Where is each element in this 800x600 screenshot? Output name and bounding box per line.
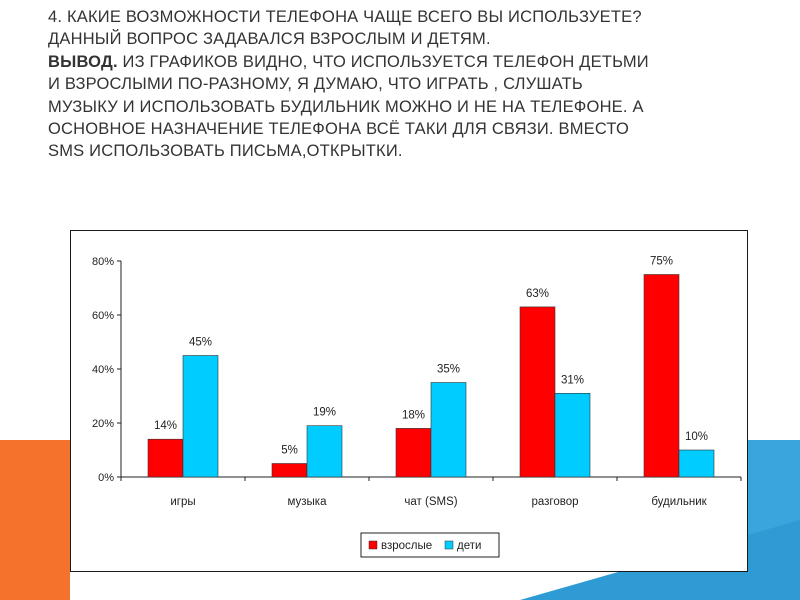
bar-adults <box>147 438 184 478</box>
conclusion-text-1: Из графиков видно, что используется теле… <box>117 52 649 71</box>
bar-children <box>554 393 591 478</box>
bar-children <box>182 355 219 478</box>
question-line-1: 4. Какие возможности телефона чаще всего… <box>48 8 642 26</box>
x-category-label: музыка <box>287 496 327 508</box>
conclusion-line-5: SMS использовать письма,открытки. <box>48 142 403 161</box>
x-category-label: игры <box>170 496 195 508</box>
data-label: 19% <box>313 407 336 419</box>
bar-adults <box>643 274 680 478</box>
data-label: 63% <box>526 288 549 300</box>
bar-chart: 0% 20% 40% 60% 80% игры 14% 45% музыка 5% 19% чат (… <box>92 256 742 558</box>
y-tick-label: 60% <box>92 310 114 322</box>
y-tick-label: 0% <box>98 472 114 484</box>
conclusion-label: Вывод. <box>48 52 118 71</box>
slide-text: 4. Какие возможности телефона чаще всего… <box>48 6 768 163</box>
chart-frame: 0% 20% 40% 60% 80% игры 14% 45% музыка 5% 19% чат (… <box>70 230 748 572</box>
y-tick-label: 80% <box>92 256 114 268</box>
legend-box <box>360 532 500 558</box>
conclusion-line-4: основное назначение телефона всё таки дл… <box>48 120 629 139</box>
bar-children <box>430 382 467 478</box>
data-label: 10% <box>685 431 708 443</box>
data-label: 14% <box>154 420 177 432</box>
x-category-label: чат (SMS) <box>404 496 457 508</box>
data-label: 45% <box>189 337 212 349</box>
data-label: 5% <box>281 445 298 457</box>
legend-label-adults: взрослые <box>381 540 432 552</box>
conclusion-line-3: музыку и использовать будильник можно и … <box>48 97 644 116</box>
question-line-2: Данный вопрос задавался взрослым и детям… <box>48 30 491 49</box>
y-tick-label: 40% <box>92 364 114 376</box>
data-label: 31% <box>561 374 584 386</box>
legend-swatch-children <box>444 540 454 550</box>
bar-children <box>678 449 715 478</box>
decorative-orange-block <box>0 440 70 600</box>
data-label: 35% <box>437 364 460 376</box>
y-tick-label: 20% <box>92 418 114 430</box>
bar-adults <box>271 463 308 478</box>
bar-children <box>306 425 343 478</box>
data-label: 18% <box>402 409 425 421</box>
x-category-label: будильник <box>651 496 707 508</box>
conclusion-line-2: и взрослыми по-разному, я думаю, что игр… <box>48 75 583 94</box>
x-category-label: разговор <box>531 496 578 508</box>
legend-label-children: дети <box>457 540 481 552</box>
bar-adults <box>519 306 556 478</box>
conclusion-line-1: Вывод. Из графиков видно, что использует… <box>48 51 768 73</box>
legend-swatch-adults <box>368 540 378 550</box>
data-label: 75% <box>650 256 673 268</box>
bar-adults <box>395 428 432 478</box>
